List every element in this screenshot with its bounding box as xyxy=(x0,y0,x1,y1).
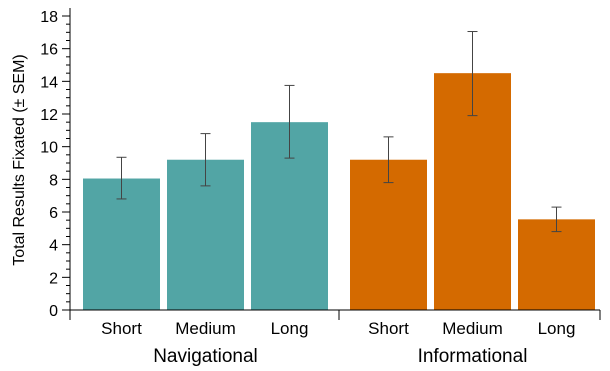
error-bars-layer xyxy=(116,31,562,233)
error-bar-informational-medium xyxy=(467,31,478,117)
y-tick-label-6: 6 xyxy=(49,205,58,222)
x-tick-label-navigational-medium: Medium xyxy=(175,319,235,338)
error-bar-navigational-long xyxy=(284,84,295,159)
axes-layer xyxy=(62,8,601,320)
y-axis-title: Total Results Fixated (± SEM) xyxy=(11,54,28,266)
error-bar-informational-long xyxy=(551,206,562,233)
bar-informational-short xyxy=(350,159,427,310)
group-label-navigational: Navigational xyxy=(153,346,258,367)
x-tick-label-navigational-long: Long xyxy=(271,319,309,338)
x-tick-label-informational-short: Short xyxy=(368,319,409,338)
bars-layer xyxy=(83,73,595,311)
error-bar-informational-short xyxy=(383,136,394,184)
x-tick-label-informational-medium: Medium xyxy=(442,319,502,338)
labels-layer: Short Medium Long Navigational Short Medium Lo… xyxy=(40,9,575,367)
y-tick-label-10: 10 xyxy=(40,140,58,157)
error-bar-navigational-short xyxy=(116,156,127,200)
y-tick-label-0: 0 xyxy=(49,303,58,320)
x-tick-label-informational-long: Long xyxy=(538,319,576,338)
bar-informational-long xyxy=(518,219,595,310)
x-tick-label-navigational-short: Short xyxy=(101,319,142,338)
bar-navigational-short xyxy=(83,178,160,310)
y-tick-label-2: 2 xyxy=(49,270,58,287)
y-tick-label-14: 14 xyxy=(40,74,58,91)
y-tick-label-8: 8 xyxy=(49,172,58,189)
y-tick-label-12: 12 xyxy=(40,107,58,124)
group-label-informational: Informational xyxy=(418,346,528,367)
y-tick-label-18: 18 xyxy=(40,9,58,26)
y-tick-label-4: 4 xyxy=(49,238,58,255)
y-tick-label-16: 16 xyxy=(40,42,58,59)
error-bar-navigational-medium xyxy=(200,133,211,187)
